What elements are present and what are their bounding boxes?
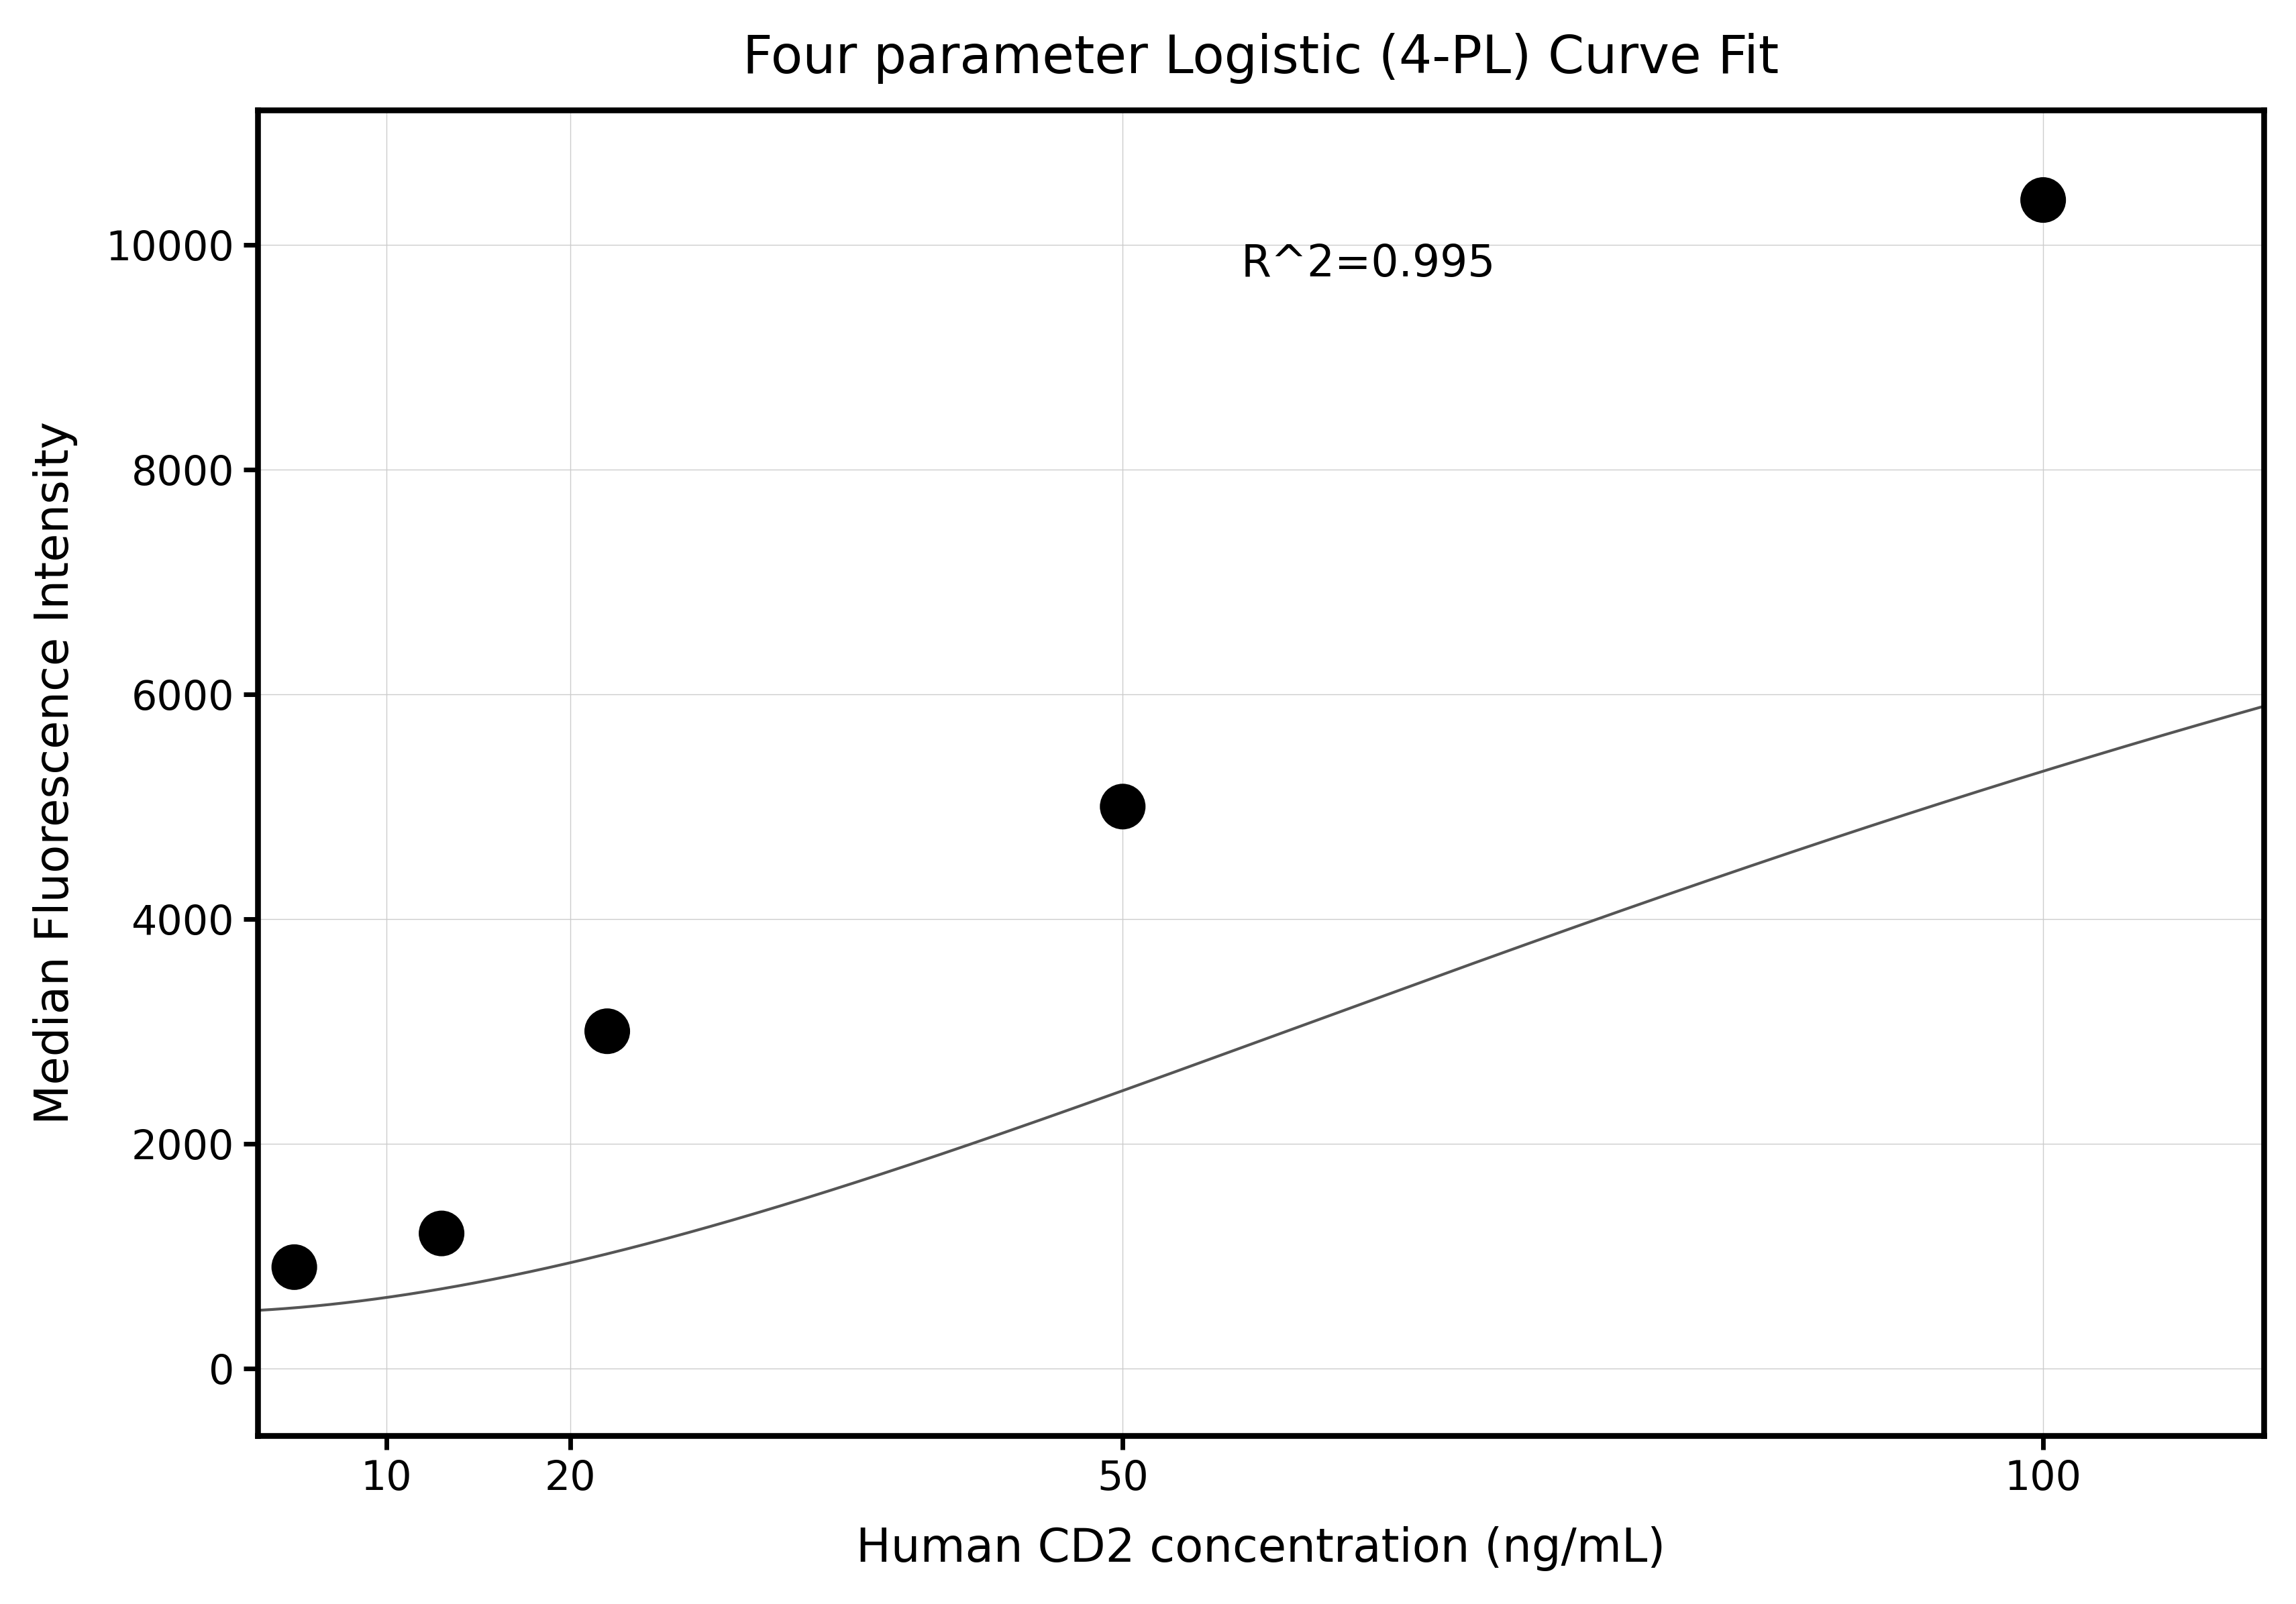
Y-axis label: Median Fluorescence Intensity: Median Fluorescence Intensity	[32, 422, 78, 1124]
Text: R^2=0.995: R^2=0.995	[1240, 242, 1495, 286]
Title: Four parameter Logistic (4-PL) Curve Fit: Four parameter Logistic (4-PL) Curve Fit	[742, 32, 1779, 83]
Point	[276, 1254, 312, 1280]
Point	[588, 1019, 625, 1044]
Point	[422, 1221, 459, 1246]
Point	[1104, 794, 1141, 820]
X-axis label: Human CD2 concentration (ng/mL): Human CD2 concentration (ng/mL)	[856, 1527, 1665, 1572]
Point	[2025, 188, 2062, 213]
